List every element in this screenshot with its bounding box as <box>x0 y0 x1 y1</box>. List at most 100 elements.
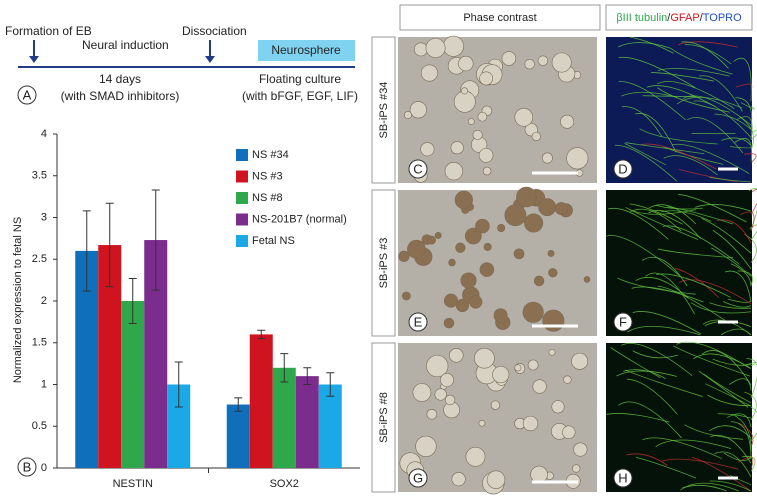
bar <box>98 245 122 468</box>
bar <box>272 367 296 468</box>
panel-label: F <box>619 314 627 329</box>
colony <box>563 375 572 384</box>
stain-part: GFAP <box>670 12 699 24</box>
neurite <box>625 369 703 397</box>
colony <box>454 190 473 209</box>
neurite <box>656 273 731 298</box>
step-label: Neurosphere <box>271 43 341 57</box>
colony <box>434 232 442 239</box>
y-tick-label: 2 <box>41 295 47 307</box>
neurite <box>624 143 666 166</box>
neurite <box>740 211 755 232</box>
neurite <box>693 100 752 138</box>
y-tick-label: 4 <box>41 128 47 140</box>
panel-label: E <box>414 314 423 329</box>
legend-label: NS-201B7 (normal) <box>252 213 347 225</box>
neurite <box>662 225 740 265</box>
neurite <box>684 44 732 65</box>
colony <box>455 242 466 253</box>
error-bar <box>82 210 91 292</box>
colony <box>531 131 541 142</box>
y-tick-label: 1.5 <box>32 337 47 349</box>
column-header: βIII tubulin/GFAP/TOPRO <box>616 12 742 24</box>
arrow-head <box>205 56 215 63</box>
colony <box>583 276 591 283</box>
neurite <box>676 341 750 369</box>
neurite <box>626 378 678 415</box>
legend-swatch <box>236 213 248 226</box>
neurite <box>709 480 752 492</box>
neurite <box>687 117 744 154</box>
panel-label: C <box>413 161 422 176</box>
colony <box>450 141 464 155</box>
colony <box>538 198 557 217</box>
legend-label: NS #8 <box>252 192 283 204</box>
legend-label: NS #34 <box>252 149 289 161</box>
colony <box>469 295 483 309</box>
neurite <box>734 138 752 162</box>
legend-swatch <box>236 149 248 161</box>
neurite <box>626 453 668 466</box>
x-tick-label: SOX2 <box>270 478 299 490</box>
bar <box>121 301 145 468</box>
neurite <box>625 142 705 155</box>
colony <box>548 268 558 278</box>
colony <box>492 366 510 384</box>
colony <box>478 419 486 427</box>
colony <box>541 152 553 164</box>
colony <box>566 147 589 170</box>
neurite <box>671 143 750 174</box>
step-note: (with SMAD inhibitors) <box>61 89 180 103</box>
neurite <box>618 401 682 439</box>
y-tick-label: 3.5 <box>32 170 47 182</box>
stain-part: / <box>700 12 704 24</box>
neurite <box>674 267 719 298</box>
colony <box>465 446 486 467</box>
row-label-box <box>371 189 396 337</box>
row-label-box <box>371 36 396 184</box>
y-tick-label: 0 <box>41 462 47 474</box>
neurite <box>701 350 752 386</box>
error-bar <box>326 372 335 397</box>
colony <box>562 425 576 439</box>
colony <box>548 348 556 356</box>
panel-label: H <box>618 470 627 485</box>
neurite <box>621 343 693 376</box>
neurite <box>750 406 757 441</box>
error-bar <box>151 189 160 291</box>
neurite <box>642 95 696 98</box>
colony <box>571 352 589 370</box>
colony <box>409 101 427 119</box>
y-tick-label: 2.5 <box>32 253 47 265</box>
colony <box>524 213 544 233</box>
neurite <box>614 144 678 182</box>
neurite <box>736 116 753 140</box>
colony <box>444 161 464 181</box>
neurite <box>657 81 735 109</box>
colony <box>522 301 544 323</box>
neurite <box>667 206 733 225</box>
neurite <box>621 106 663 138</box>
neurite <box>701 217 752 254</box>
bar <box>226 404 250 468</box>
neurite <box>635 113 677 153</box>
colony <box>547 250 555 257</box>
colony <box>537 55 549 66</box>
neurite <box>712 229 752 270</box>
colony <box>420 64 438 82</box>
neurite <box>727 298 752 303</box>
neurite <box>673 345 750 377</box>
error-bar <box>174 361 183 408</box>
neurite <box>703 373 752 404</box>
colony <box>516 186 537 208</box>
colony <box>451 472 466 487</box>
neurite <box>691 456 752 492</box>
neurite <box>676 96 743 109</box>
colony <box>554 202 568 216</box>
neurite <box>711 247 752 277</box>
colony <box>458 55 474 72</box>
arrow-head <box>29 56 39 63</box>
colony <box>427 235 436 245</box>
step-note: (with bFGF, EGF, LIF) <box>242 89 358 103</box>
